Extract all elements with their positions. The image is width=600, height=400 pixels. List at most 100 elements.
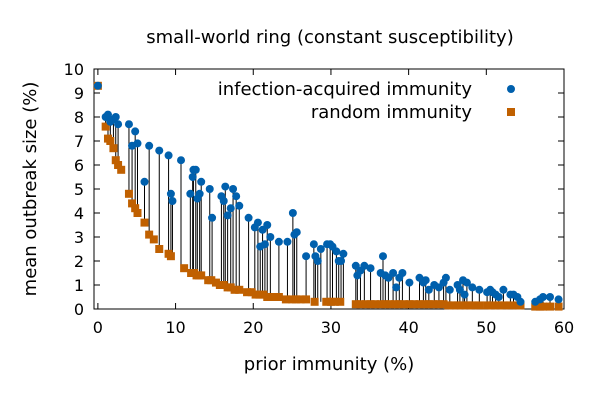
legend-label-random: random immunity <box>311 102 472 123</box>
x-tick-label: 50 <box>476 318 496 337</box>
infection-immunity-point <box>546 293 555 301</box>
infection-immunity-point <box>197 177 206 186</box>
random-immunity-point <box>448 301 457 310</box>
infection-immunity-point <box>313 257 322 265</box>
infection-immunity-point <box>263 221 272 229</box>
random-immunity-point <box>207 276 216 285</box>
infection-immunity-point <box>309 240 318 249</box>
x-tick-label: 30 <box>321 318 341 337</box>
infection-immunity-point <box>366 264 375 273</box>
infection-immunity-point <box>398 269 407 277</box>
infection-immunity-point <box>494 293 503 301</box>
infection-immunity-point <box>292 228 301 237</box>
random-immunity-point <box>458 301 467 310</box>
random-immunity-point <box>539 302 548 311</box>
infection-immunity-point <box>337 257 346 265</box>
random-immunity-point <box>101 122 110 131</box>
y-tick-label: 3 <box>74 228 84 247</box>
y-tick-label: 1 <box>74 276 84 295</box>
infection-immunity-point <box>229 185 238 193</box>
infection-immunity-point <box>360 261 369 270</box>
random-immunity-point <box>429 300 438 309</box>
random-immunity-point <box>434 300 443 309</box>
random-immunity-point <box>145 230 154 239</box>
infection-immunity-point <box>103 110 112 119</box>
random-immunity-point <box>302 295 311 304</box>
random-immunity-point <box>468 301 477 310</box>
infection-immunity-point <box>516 297 525 306</box>
infection-immunity-point <box>186 189 195 198</box>
random-immunity-point <box>109 144 118 153</box>
infection-immunity-point <box>460 290 469 299</box>
random-immunity-point <box>117 165 126 174</box>
infection-immunity-point <box>392 283 401 292</box>
y-tick-label: 0 <box>74 300 84 319</box>
y-tick-label: 2 <box>74 252 84 271</box>
random-immunity-point <box>106 137 115 145</box>
random-immunity-point <box>439 300 448 309</box>
random-immunity-point <box>281 295 290 304</box>
random-immunity-point <box>444 301 453 310</box>
random-immunity-point <box>376 300 385 309</box>
infection-immunity-point <box>468 283 477 292</box>
infection-immunity-point <box>166 189 175 198</box>
infection-immunity-point <box>155 146 164 155</box>
infection-immunity-point <box>445 285 454 294</box>
infection-immunity-point <box>316 245 325 253</box>
y-axis-label: mean outbreak size (%) <box>20 82 41 297</box>
infection-immunity-point <box>421 276 430 285</box>
random-immunity-point <box>140 218 149 227</box>
random-immunity-point <box>197 271 206 280</box>
infection-immunity-point <box>378 252 387 261</box>
random-immunity-point <box>235 285 244 294</box>
random-immunity-point <box>166 252 175 261</box>
infection-immunity-point <box>554 295 563 304</box>
legend-label-infection-acquired: infection-acquired immunity <box>218 79 473 100</box>
random-immunity-point <box>554 302 563 311</box>
infection-immunity-point <box>191 165 200 174</box>
infection-immunity-point <box>260 240 269 249</box>
infection-immunity-point <box>288 209 297 217</box>
infection-immunity-point <box>274 237 283 246</box>
random-immunity-point <box>371 300 380 309</box>
random-immunity-point <box>128 199 137 208</box>
random-immunity-point <box>366 300 375 309</box>
infection-immunity-point <box>232 192 241 201</box>
infection-immunity-point <box>244 213 253 222</box>
random-immunity-point <box>494 301 503 310</box>
infection-immunity-point <box>441 273 450 282</box>
infection-immunity-point <box>124 120 133 129</box>
random-immunity-point <box>356 300 365 309</box>
random-immunity-point <box>420 300 429 309</box>
random-immunity-point <box>133 209 142 217</box>
random-immunity-point <box>395 300 404 309</box>
random-immunity-point <box>180 264 189 273</box>
random-immunity-point <box>463 301 472 310</box>
random-immunity-point <box>405 300 414 309</box>
infection-immunity-point <box>389 269 398 277</box>
random-immunity-point <box>410 300 419 309</box>
random-immunity-point <box>531 302 540 311</box>
random-immunity-point <box>453 301 462 310</box>
random-immunity-point <box>230 285 239 294</box>
infection-immunity-point <box>539 293 548 301</box>
infection-immunity-point <box>195 189 204 198</box>
random-immunity-point <box>322 297 331 306</box>
random-immunity-point <box>351 300 360 309</box>
random-immunity-point <box>381 300 390 309</box>
infection-immunity-point <box>462 278 471 287</box>
x-tick-label: 10 <box>165 318 185 337</box>
y-tick-label: 9 <box>74 84 84 103</box>
random-immunity-point <box>111 156 120 165</box>
infection-immunity-point <box>168 197 177 205</box>
random-immunity-point <box>390 300 399 309</box>
x-tick-label: 60 <box>554 318 574 337</box>
random-immunity-point <box>243 288 252 297</box>
random-immunity-point <box>149 235 158 244</box>
infection-immunity-point <box>221 182 230 191</box>
random-immunity-point <box>415 300 424 309</box>
legend-marker-infection-acquired <box>507 85 515 93</box>
infection-immunity-point <box>424 285 433 294</box>
infection-immunity-point <box>131 127 140 136</box>
